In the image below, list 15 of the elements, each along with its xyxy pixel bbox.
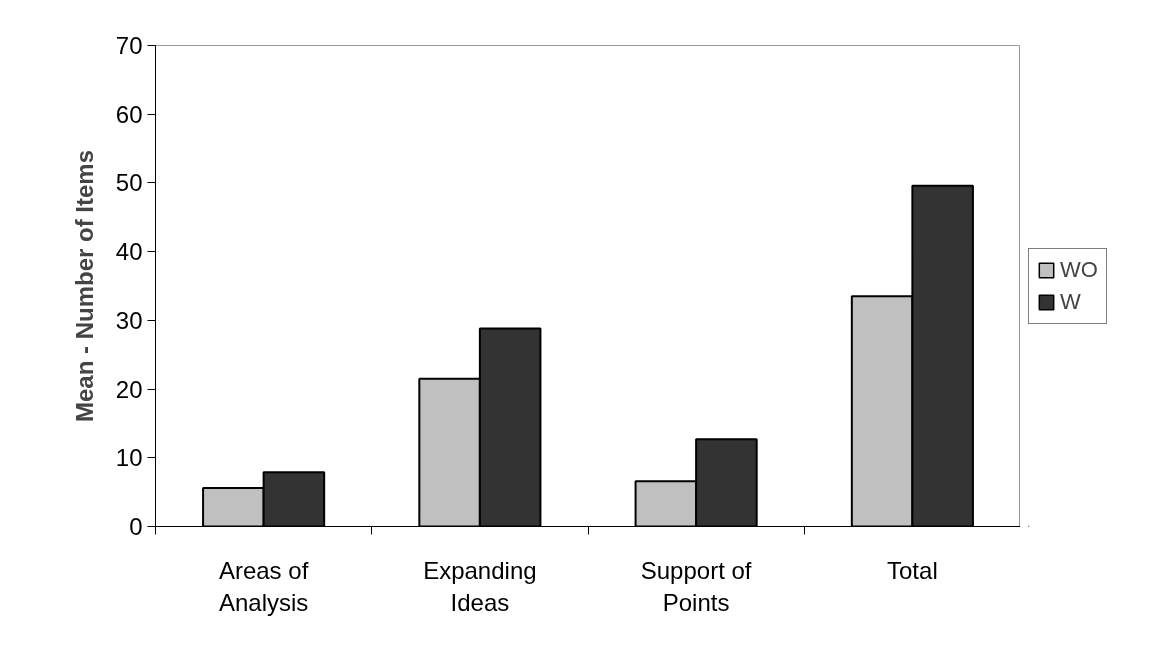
x-tick-label: Expanding Ideas (423, 556, 537, 616)
y-tick-label: 40 (115, 238, 143, 266)
y-tick-label: 20 (115, 375, 143, 403)
x-tick-label: Areas of Analysis (218, 556, 309, 616)
y-axis-title: Mean - Number of Items (70, 149, 98, 423)
x-tick-label: Support of Points (640, 556, 752, 616)
x-tick-label: Total (887, 556, 938, 584)
y-tick-label: 60 (115, 100, 143, 128)
legend-label: WO (1060, 256, 1098, 283)
y-tick-label: 0 (129, 513, 143, 540)
y-tick-label: 70 (115, 32, 143, 59)
y-tick-label: 50 (115, 169, 143, 197)
y-tick-label: 10 (115, 444, 143, 472)
legend-label: W (1060, 288, 1081, 315)
y-tick-label: 30 (115, 306, 143, 334)
